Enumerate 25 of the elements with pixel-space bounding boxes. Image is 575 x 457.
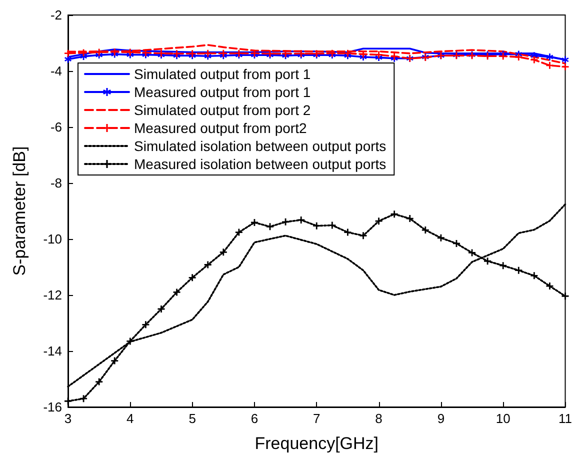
y-tick-label: -12 xyxy=(43,288,62,302)
x-tick-label: 6 xyxy=(250,411,258,426)
y-tick-label: -4 xyxy=(50,64,62,78)
y-tick-label: -6 xyxy=(50,120,62,134)
y-tick-label: -16 xyxy=(43,400,62,414)
y-tick-label: -2 xyxy=(50,8,62,22)
legend-label: Measured isolation between output ports xyxy=(134,156,386,172)
legend-label: Simulated output from port 1 xyxy=(134,66,311,82)
x-tick-label: 10 xyxy=(496,411,510,426)
x-tick-label: 11 xyxy=(558,411,572,426)
x-tick-label: 3 xyxy=(64,411,72,426)
x-tick-label: 5 xyxy=(188,411,196,426)
legend-label: Simulated output from port 2 xyxy=(134,102,311,118)
legend-label: Measured output from port2 xyxy=(134,120,307,136)
x-tick-label: 9 xyxy=(437,411,445,426)
legend-label: Measured output from port 1 xyxy=(134,84,311,100)
y-axis-title: S-parameter [dB] xyxy=(10,146,29,276)
legend-label: Simulated isolation between output ports xyxy=(134,138,386,154)
x-tick-label: 7 xyxy=(313,411,320,426)
y-tick-label: -8 xyxy=(50,176,62,190)
y-tick-label: -14 xyxy=(43,344,62,358)
x-axis-title: Frequency[GHz] xyxy=(254,434,379,453)
x-tick-label: 4 xyxy=(126,411,134,426)
y-tick-label: -10 xyxy=(43,232,62,246)
x-tick-label: 8 xyxy=(375,411,382,426)
